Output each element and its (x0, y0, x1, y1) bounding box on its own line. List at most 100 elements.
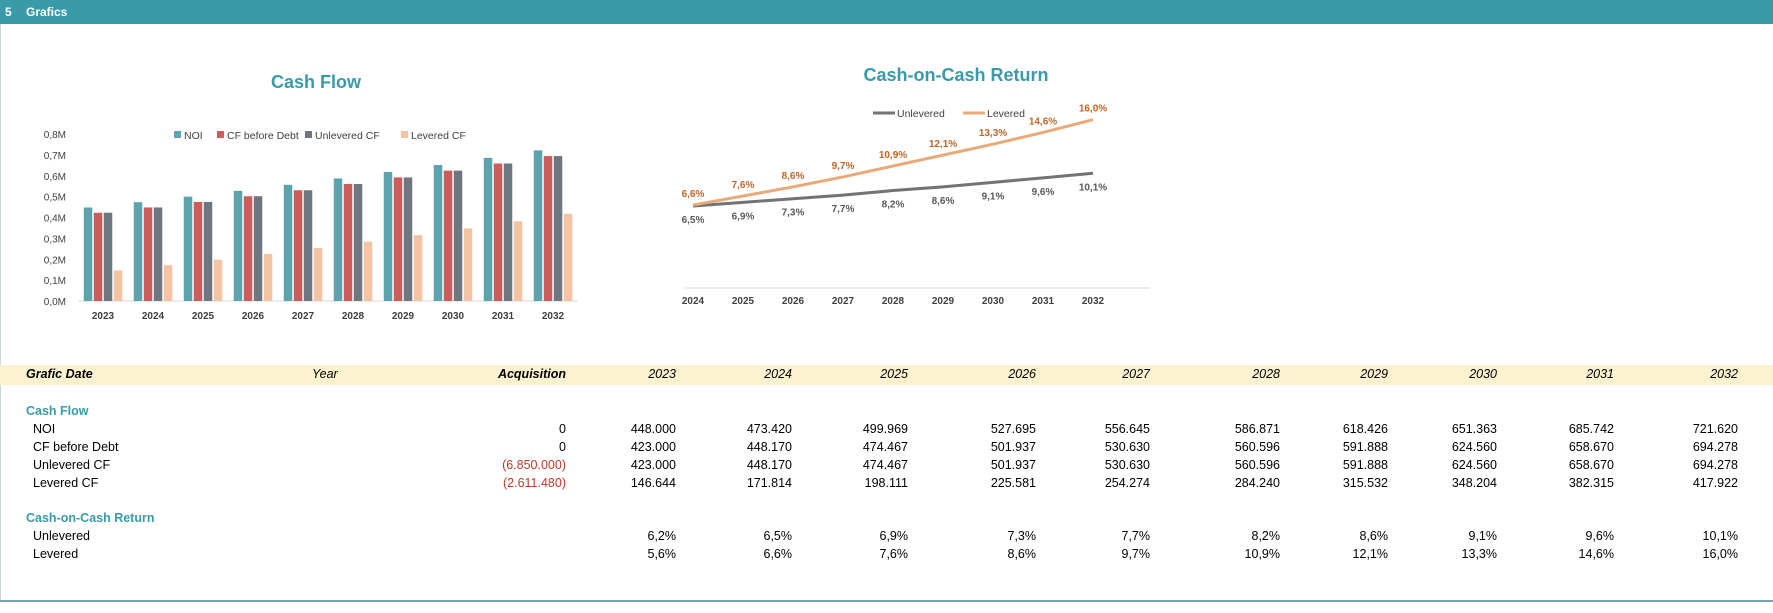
y-tick-label: 0,7M (44, 151, 66, 162)
x-tick-label: 2030 (982, 296, 1005, 307)
row-label: NOI (33, 422, 56, 436)
table-cell: 423.000 (630, 440, 676, 454)
bar (533, 150, 543, 301)
x-tick-label: 2026 (242, 311, 265, 322)
table-cell: 651.363 (1451, 422, 1497, 436)
legend-label: Unlevered CF (315, 130, 380, 142)
table-cell: 694.278 (1692, 440, 1738, 454)
legend-label: NOI (184, 130, 203, 142)
table-cell: 658.670 (1568, 458, 1614, 472)
bar (513, 221, 523, 301)
bar (393, 177, 403, 301)
table-cell: 7,7% (1121, 529, 1151, 543)
data-label: 9,6% (1032, 187, 1055, 198)
table-cell: 6,2% (647, 529, 677, 543)
table-cell: 171.814 (746, 476, 792, 490)
table-cell: 7,6% (879, 547, 909, 561)
y-tick-label: 0,1M (44, 276, 66, 287)
sheet-bottom-border (0, 600, 1773, 602)
data-label: 6,5% (682, 215, 705, 226)
bar (353, 183, 363, 301)
table-cell: 254.274 (1104, 476, 1150, 490)
bar (403, 177, 413, 301)
table-cell: 474.467 (862, 440, 908, 454)
x-tick-label: 2025 (732, 296, 755, 307)
header-year-2025: 2025 (880, 367, 908, 381)
bar (213, 259, 223, 301)
table-cell: 560.596 (1234, 458, 1280, 472)
row-label: CF before Debt (33, 440, 119, 454)
header-year-2023: 2023 (648, 367, 676, 381)
header-year-2024: 2024 (764, 367, 792, 381)
table-cell: 9,7% (1121, 547, 1151, 561)
table-cell: 423.000 (630, 458, 676, 472)
table-cell: 448.170 (746, 458, 792, 472)
bar (143, 207, 153, 301)
bar (503, 163, 513, 301)
table-cell: 473.420 (746, 422, 792, 436)
y-tick-label: 0,8M (44, 130, 66, 141)
bar (283, 184, 293, 301)
bar (193, 201, 203, 301)
table-cell: 530.630 (1104, 440, 1150, 454)
legend-label: CF before Debt (227, 130, 299, 142)
row-label: Levered CF (33, 476, 99, 490)
bar (343, 183, 353, 301)
coc-chart-title: Cash-on-Cash Return (863, 65, 1048, 85)
x-tick-label: 2028 (882, 296, 905, 307)
table-cell: 694.278 (1692, 458, 1738, 472)
table-cell: 12,1% (1352, 547, 1388, 561)
y-tick-label: 0,2M (44, 255, 66, 266)
header-year-2028: 2028 (1252, 367, 1280, 381)
table-cell: 685.742 (1568, 422, 1614, 436)
bar (443, 170, 453, 301)
x-tick-label: 2026 (782, 296, 805, 307)
table-cell: 501.937 (990, 440, 1036, 454)
x-tick-label: 2027 (292, 311, 315, 322)
acquisition-cell: 0 (559, 440, 566, 454)
table-cell: 586.871 (1234, 422, 1280, 436)
bar (413, 235, 423, 301)
bar (313, 247, 323, 301)
table-cell: 198.111 (864, 476, 908, 490)
y-tick-label: 0,5M (44, 193, 66, 204)
coc-section-title: Cash-on-Cash Return (26, 511, 155, 525)
bar (453, 170, 463, 301)
data-label: 7,6% (732, 180, 755, 191)
table-cell: 560.596 (1234, 440, 1280, 454)
legend-swatch (174, 131, 181, 138)
bar (553, 156, 563, 301)
table-cell: 225.581 (990, 476, 1036, 490)
table-cell: 5,6% (647, 547, 677, 561)
table-cell: 417.922 (1692, 476, 1738, 490)
header-year-2029: 2029 (1360, 367, 1388, 381)
table-cell: 8,6% (1359, 529, 1389, 543)
coc-lines: 6,5% 6,9% 7,3% 7,7% 8,2% 8,6% 9,1% 9,6% 10,1% 6,6… (682, 104, 1108, 226)
data-label: 8,6% (932, 196, 955, 207)
legend-swatch (401, 131, 408, 138)
legend-swatch (305, 131, 312, 138)
bar (163, 265, 173, 301)
x-tick-label: 2027 (832, 296, 855, 307)
data-label: 8,6% (782, 171, 805, 182)
header-year-2032: 2032 (1710, 367, 1738, 381)
table-cell: 618.426 (1342, 422, 1388, 436)
bar (153, 207, 163, 301)
bar (293, 190, 303, 301)
cash-flow-chart: Cash Flow NOI CF before Debt Unlevered CF L… (44, 72, 578, 322)
header-year-2027: 2027 (1122, 367, 1150, 381)
x-tick-label: 2032 (1082, 296, 1105, 307)
bar (263, 253, 273, 301)
cash-flow-chart-title: Cash Flow (271, 72, 362, 92)
row-label: Levered (33, 547, 79, 561)
data-label: 7,3% (782, 208, 805, 219)
data-label: 9,7% (832, 161, 855, 172)
header-year-2026: 2026 (1008, 367, 1036, 381)
table-cell: 8,2% (1251, 529, 1281, 543)
data-label: 13,3% (979, 128, 1007, 139)
acquisition-cell: (2.611.480) (502, 476, 566, 490)
data-label: 12,1% (929, 139, 957, 150)
table-cell: 527.695 (990, 422, 1036, 436)
bar (463, 228, 473, 301)
table-cell: 556.645 (1104, 422, 1150, 436)
